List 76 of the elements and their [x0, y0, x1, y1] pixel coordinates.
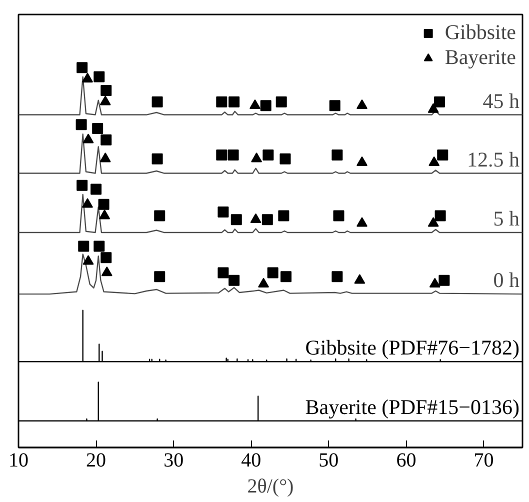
point [230, 214, 242, 226]
point [82, 255, 94, 265]
point [94, 71, 105, 82]
point [332, 150, 343, 161]
point [278, 210, 290, 222]
point [429, 278, 440, 288]
series-label: 12.5 h [467, 147, 520, 172]
legend-label: Gibbsite [444, 20, 516, 45]
point [249, 99, 260, 110]
series-label: 0 h [493, 268, 520, 292]
point [82, 72, 94, 82]
point [90, 184, 102, 195]
point [356, 99, 368, 110]
point [154, 271, 166, 282]
point [82, 134, 94, 144]
point [216, 96, 228, 108]
point [76, 62, 88, 74]
point [228, 96, 240, 108]
point [258, 278, 270, 288]
series-label: Bayerite (PDF#15−0136) [305, 394, 520, 419]
point [76, 119, 87, 130]
x-tick-label: 40 [241, 450, 262, 472]
x-tick-label: 30 [164, 450, 184, 472]
point [218, 267, 229, 278]
point [262, 214, 273, 226]
point [100, 152, 111, 162]
point [262, 150, 274, 161]
legend-label: Bayerite [444, 45, 516, 70]
point [228, 274, 240, 286]
x-tick-label: 70 [474, 450, 494, 472]
point [332, 271, 343, 282]
point [428, 217, 439, 227]
point [99, 210, 110, 220]
point [333, 210, 344, 222]
point [100, 252, 112, 264]
point [92, 122, 104, 134]
point [354, 274, 366, 284]
point [100, 84, 112, 96]
point [428, 156, 440, 166]
point [437, 150, 448, 161]
x-tick-label: 50 [318, 450, 339, 472]
series-label: 45 h [482, 88, 520, 113]
point [260, 100, 272, 112]
point [228, 150, 239, 161]
point [356, 217, 368, 227]
point [276, 96, 287, 108]
x-tick-label: 60 [396, 450, 416, 472]
point [356, 156, 368, 166]
point [152, 96, 163, 108]
point [216, 150, 228, 161]
x-axis-title: 2θ/(°) [247, 476, 294, 498]
series-label: 5 h [493, 206, 520, 231]
x-tick-label: 20 [86, 450, 106, 472]
point [94, 240, 105, 252]
point [78, 240, 90, 252]
point [218, 206, 229, 218]
point [280, 153, 291, 164]
point [154, 210, 166, 222]
point [434, 96, 446, 108]
x-tick-label: 10 [8, 450, 28, 472]
point [76, 180, 88, 191]
point [82, 198, 94, 208]
point [434, 210, 446, 222]
point [100, 96, 111, 106]
series-label: Gibbsite (PDF#76−1782) [305, 336, 520, 360]
point [329, 100, 340, 112]
point [280, 271, 292, 282]
point [267, 267, 278, 278]
point [428, 103, 439, 113]
point [438, 274, 450, 286]
point [101, 266, 112, 276]
point [251, 152, 262, 162]
point [100, 134, 112, 146]
point [98, 198, 110, 210]
point [250, 213, 262, 223]
point [152, 153, 163, 164]
